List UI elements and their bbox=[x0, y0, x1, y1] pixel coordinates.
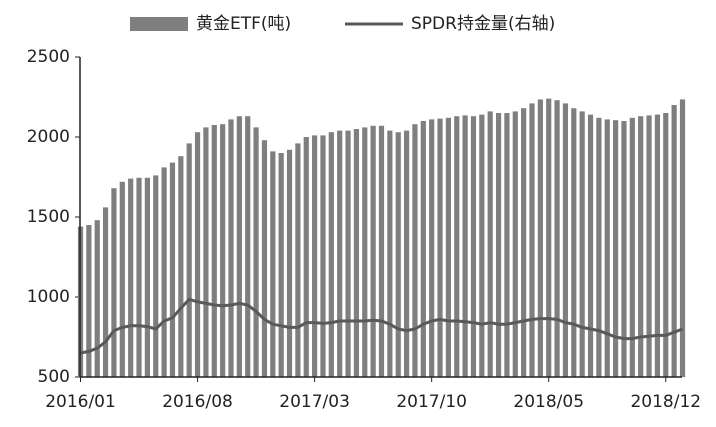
bar bbox=[663, 113, 669, 377]
bar bbox=[102, 207, 109, 377]
bar bbox=[278, 153, 284, 377]
bar bbox=[462, 115, 468, 378]
bar bbox=[320, 135, 326, 377]
bar bbox=[128, 178, 134, 377]
bar bbox=[638, 116, 644, 377]
bar bbox=[186, 143, 192, 377]
bar bbox=[312, 135, 318, 377]
bar bbox=[328, 132, 334, 377]
legend-swatch bbox=[130, 17, 188, 31]
bar bbox=[119, 181, 125, 377]
bar bbox=[153, 175, 159, 377]
bar bbox=[554, 100, 560, 377]
bar bbox=[370, 125, 376, 377]
bar bbox=[86, 225, 92, 377]
bar bbox=[495, 113, 502, 377]
bar bbox=[236, 116, 242, 377]
bar bbox=[178, 156, 184, 377]
bar bbox=[220, 124, 226, 377]
bar bbox=[604, 119, 610, 378]
bar bbox=[303, 137, 309, 377]
x-tick-label: 2016/01 bbox=[45, 392, 116, 412]
x-tick-label: 2018/12 bbox=[630, 392, 701, 412]
bar bbox=[646, 115, 652, 378]
bar bbox=[429, 119, 435, 378]
bar bbox=[337, 130, 343, 377]
bar bbox=[295, 143, 301, 377]
bar bbox=[654, 114, 661, 377]
bar bbox=[194, 132, 201, 377]
bar bbox=[487, 111, 493, 378]
bar bbox=[479, 114, 485, 377]
bar bbox=[454, 116, 460, 377]
bar bbox=[403, 130, 410, 377]
bar bbox=[629, 117, 635, 378]
bar bbox=[245, 116, 251, 377]
bar bbox=[571, 108, 577, 377]
line bbox=[80, 297, 684, 355]
bar bbox=[579, 111, 585, 378]
bar bbox=[562, 103, 569, 378]
bar bbox=[546, 98, 552, 377]
y-tick-label: 2500 bbox=[27, 47, 70, 67]
bar bbox=[228, 119, 234, 378]
bar bbox=[169, 162, 176, 377]
bar bbox=[286, 149, 293, 377]
bar bbox=[470, 116, 477, 377]
y-tick-label: 500 bbox=[38, 367, 70, 387]
bar bbox=[587, 114, 594, 377]
bar bbox=[529, 103, 535, 378]
bar bbox=[412, 124, 418, 377]
bar bbox=[345, 130, 351, 377]
bar bbox=[94, 220, 100, 377]
bar bbox=[621, 121, 627, 377]
bar bbox=[537, 99, 543, 378]
bar bbox=[671, 105, 677, 377]
bar bbox=[504, 113, 510, 377]
bar bbox=[253, 127, 259, 378]
bar bbox=[203, 127, 209, 378]
bar bbox=[445, 117, 451, 378]
legend-label: SPDR持金量(右轴) bbox=[411, 14, 555, 34]
bar bbox=[211, 125, 217, 377]
x-tick-label: 2016/08 bbox=[162, 392, 233, 412]
bar bbox=[261, 140, 268, 377]
x-tick-label: 2018/05 bbox=[513, 392, 584, 412]
bar bbox=[596, 117, 602, 378]
bar bbox=[353, 129, 360, 377]
bar bbox=[161, 167, 167, 377]
bar bbox=[387, 130, 393, 377]
bar bbox=[362, 127, 368, 378]
y-tick-label: 1000 bbox=[27, 287, 70, 307]
bar bbox=[512, 111, 518, 378]
legend-label: 黄金ETF(吨) bbox=[196, 14, 291, 34]
bar bbox=[395, 132, 401, 377]
bar bbox=[521, 108, 527, 377]
bar bbox=[378, 125, 385, 377]
bar bbox=[111, 188, 117, 377]
y-tick-label: 2000 bbox=[27, 127, 70, 147]
x-tick-label: 2017/03 bbox=[279, 392, 350, 412]
x-tick-label: 2017/10 bbox=[396, 392, 467, 412]
bar bbox=[136, 177, 142, 377]
bar bbox=[679, 99, 686, 378]
bar bbox=[420, 121, 426, 377]
bar bbox=[270, 151, 276, 377]
bar bbox=[144, 177, 150, 377]
bar bbox=[437, 118, 443, 377]
y-tick-label: 1500 bbox=[27, 207, 70, 227]
bar bbox=[613, 120, 619, 377]
